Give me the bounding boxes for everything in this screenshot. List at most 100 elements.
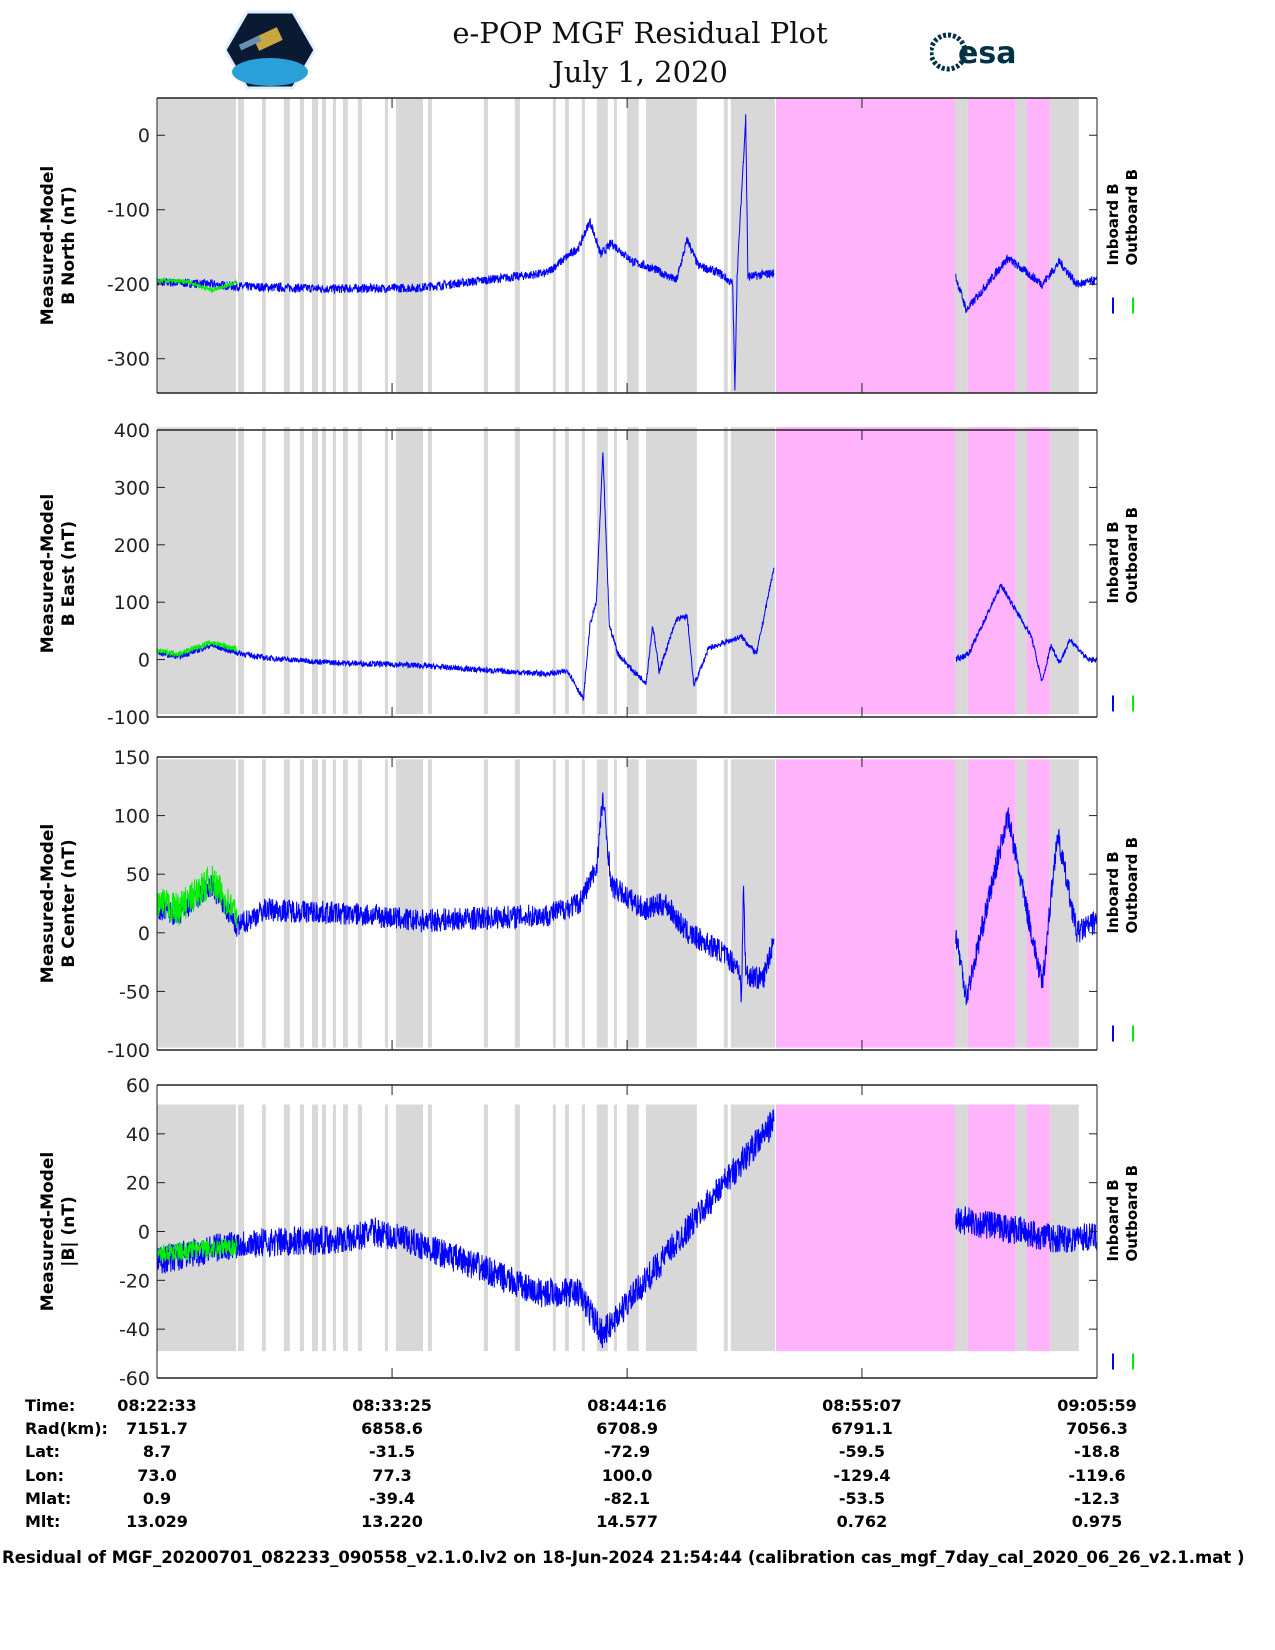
gap-shade (730, 98, 775, 393)
panel-4: 60 40 20 0 -20 -40 -60 Measured-Model|B| (nT) In… (38, 1075, 1141, 1390)
gap-shade (581, 427, 585, 715)
gap-shade (954, 759, 968, 1048)
orbit-value: -53.5 (838, 1489, 885, 1508)
gap-shade (730, 759, 775, 1048)
gap-shade (483, 98, 488, 393)
y-tick-label: 300 (114, 477, 150, 499)
orbit-value: 77.3 (372, 1466, 412, 1485)
gap-shade (427, 427, 432, 715)
y-axis-label-line-1: Measured-Model (38, 1152, 58, 1311)
gap-shade (427, 98, 432, 393)
gap-shade (730, 427, 775, 715)
gap-shade (342, 1104, 348, 1352)
gap-shade (483, 1104, 488, 1352)
gap-shade (1049, 427, 1079, 715)
pink-shade (967, 427, 1016, 715)
gap-shade (384, 98, 388, 393)
gap-shade (552, 427, 556, 715)
legend-inboard-label: Inboard B (1104, 851, 1122, 933)
inboard-b-line (156, 792, 775, 1003)
gap-shade (645, 98, 697, 393)
gap-shade (311, 1104, 319, 1352)
outboard-b-line (156, 276, 238, 294)
gap-shade (596, 98, 608, 393)
pink-shade (1026, 759, 1050, 1048)
row-label: Mlat: (25, 1489, 72, 1508)
y-tick-label: 200 (114, 535, 150, 557)
gap-shade (552, 98, 556, 393)
orbit-value: 13.029 (126, 1512, 188, 1531)
gap-shade (332, 1104, 336, 1352)
gap-shade (299, 759, 304, 1048)
gap-shade (1015, 427, 1027, 715)
y-tick-label: -100 (107, 707, 150, 729)
panel-3: 150 100 50 0 -50 -100 Measured-ModelB Center (… (38, 747, 1141, 1062)
y-tick-label: 100 (114, 592, 150, 614)
footer-caption: Residual of MGF_20200701_082233_090558_v… (2, 1548, 1245, 1567)
legend-inboard-label: Inboard B (1104, 1179, 1122, 1261)
inboard-b-line (156, 114, 775, 391)
gap-shade (514, 759, 520, 1048)
gap-shade (552, 759, 556, 1048)
orbit-value: 7056.3 (1066, 1419, 1128, 1438)
orbit-value: 6708.9 (596, 1419, 658, 1438)
orbit-value: 6858.6 (361, 1419, 423, 1438)
orbit-value: 73.0 (137, 1466, 177, 1485)
y-axis-label-line-1: Measured-Model (38, 494, 58, 653)
gap-shade (261, 427, 266, 715)
inboard-b-line (955, 807, 1098, 1006)
gap-shade (321, 98, 327, 393)
title-line-2: July 1, 2020 (552, 55, 728, 89)
gap-shade (645, 427, 697, 715)
panel-1: 0 -100 -200 -300 Measured-ModelB North (nT) I… (38, 97, 1141, 394)
y-tick-label: 40 (126, 1124, 150, 1146)
gap-shade (237, 98, 245, 393)
panel-2: 400 300 200 100 0 -100 Measured-ModelB East (n… (38, 420, 1141, 729)
gap-shade (237, 1104, 245, 1352)
orbit-value: 0.762 (836, 1512, 888, 1531)
legend-outboard-label: Outboard B (1123, 507, 1141, 604)
row-label: Time: (25, 1396, 76, 1415)
gap-shade (332, 427, 336, 715)
pink-shade (776, 98, 955, 393)
orbit-value: 14.577 (596, 1512, 658, 1531)
gap-shade (514, 427, 520, 715)
y-tick-label: 60 (126, 1075, 150, 1097)
gap-shade (332, 98, 336, 393)
gap-shade (384, 759, 388, 1048)
gap-shade (157, 1104, 237, 1352)
gap-shade (395, 98, 424, 393)
orbit-value: 0.975 (1071, 1512, 1123, 1531)
gap-shade (552, 1104, 556, 1352)
gap-shade (613, 1104, 617, 1352)
gap-shade (564, 98, 569, 393)
y-tick-label: 0 (138, 650, 150, 672)
gap-shade (514, 1104, 520, 1352)
orbit-value: -119.6 (1068, 1466, 1126, 1485)
time-tick-label: 08:22:33 (117, 1396, 197, 1415)
gap-shade (723, 1104, 728, 1352)
y-axis-label-line-2: |B| (nT) (59, 1196, 79, 1267)
y-tick-label: 20 (126, 1173, 150, 1195)
gap-shade (1049, 98, 1079, 393)
y-tick-label: 50 (126, 864, 150, 886)
chart-title: e-POP MGF Residual Plot July 1, 2020 (380, 14, 900, 92)
gap-shade (299, 98, 304, 393)
gap-shade (427, 1104, 432, 1352)
gap-shade (723, 427, 728, 715)
gap-shade (723, 98, 728, 393)
gap-shade (321, 759, 327, 1048)
gap-shade (283, 1104, 290, 1352)
y-tick-label: -40 (119, 1319, 150, 1341)
orbit-value: 6791.1 (831, 1419, 893, 1438)
inboard-b-line (156, 1108, 775, 1349)
gap-shade (483, 427, 488, 715)
gap-shade (157, 427, 237, 715)
pink-shade (776, 427, 955, 715)
time-tick-label: 08:55:07 (822, 1396, 902, 1415)
legend-inboard-label: Inboard B (1104, 183, 1122, 265)
time-tick-label: 09:05:59 (1057, 1396, 1137, 1415)
gap-shade (626, 427, 639, 715)
y-tick-label: 0 (138, 1222, 150, 1244)
